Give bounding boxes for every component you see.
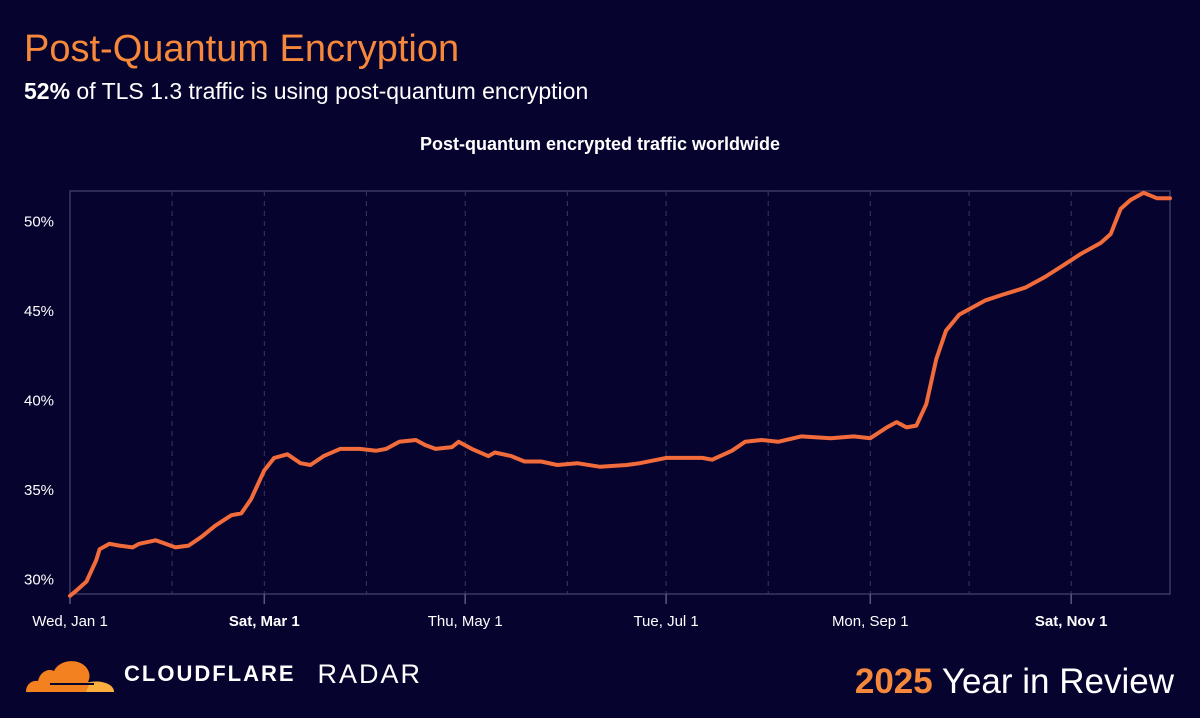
series-line	[68, 190, 1172, 598]
chart-title: Post-quantum encrypted traffic worldwide	[419, 134, 781, 154]
page-subtitle: 52% of TLS 1.3 traffic is using post-qua…	[24, 78, 588, 105]
year-suffix: Year in Review	[932, 662, 1174, 701]
product-name: RADAR	[317, 658, 423, 689]
y-tick-label: 40%	[24, 393, 54, 410]
x-tick-label: Thu, May 1	[428, 613, 503, 630]
subtitle-text: of TLS 1.3 traffic is using post-quantum…	[70, 78, 589, 104]
x-tick-label: Mon, Sep 1	[832, 613, 909, 630]
year-in-review-label: 2025 Year in Review	[855, 662, 1174, 702]
plot-frame	[69, 190, 1171, 595]
x-tick-label: Tue, Jul 1	[633, 613, 698, 630]
x-tick-label: Sat, Nov 1	[1035, 613, 1108, 630]
y-tick-label: 35%	[24, 482, 54, 499]
subtitle-highlight: 52%	[24, 78, 71, 104]
year: 2025	[854, 662, 933, 701]
x-tick-label: Wed, Jan 1	[32, 613, 108, 630]
cloudflare-radar-logo: CLOUDFLARE RADAR	[24, 654, 422, 694]
y-tick-label: 30%	[24, 572, 54, 589]
brand-name: CLOUDFLARE	[124, 661, 296, 686]
y-tick-label: 50%	[24, 213, 54, 230]
page-title: Post-Quantum Encryption	[24, 28, 460, 70]
cloudflare-cloud-icon	[26, 661, 114, 692]
y-tick-label: 45%	[24, 303, 54, 320]
x-tick-label: Sat, Mar 1	[229, 613, 300, 630]
